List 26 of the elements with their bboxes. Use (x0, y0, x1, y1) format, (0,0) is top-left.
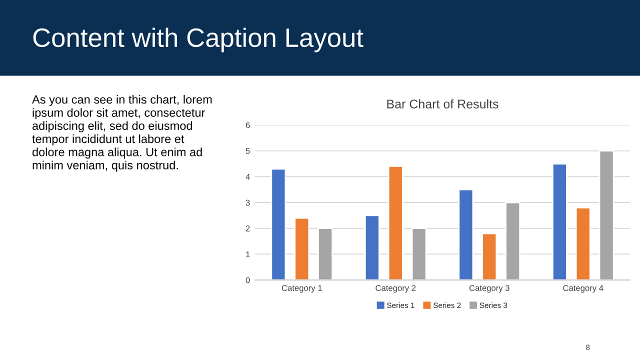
y-tick-label: 5 (246, 148, 250, 154)
bar (482, 232, 498, 280)
y-tick-label: 6 (246, 122, 250, 128)
x-tick-label: Category 1 (282, 285, 322, 293)
x-tick-label: Category 2 (376, 285, 416, 293)
bar (575, 206, 591, 280)
bar (270, 168, 286, 280)
y-tick-label: 4 (246, 174, 250, 180)
bar (388, 166, 404, 280)
y-tick-label: 1 (246, 251, 250, 258)
bar (411, 228, 427, 280)
x-tick-label: Category 3 (469, 285, 510, 293)
bar (318, 228, 334, 280)
y-tick-label: 2 (246, 226, 250, 232)
bar (505, 202, 521, 280)
bar (294, 217, 310, 280)
x-tick-label: Category 4 (563, 285, 604, 293)
text: As you can see in this chart, lorem ipsum dolor sit amet, consectetur adipiscing elit, sed do eiusmod tempor incididunt ut labore et dolore magna aliqua. Ut enim ad minim veniam, quis nostrud. (32, 95, 212, 172)
y-tick-label: 3 (246, 200, 250, 206)
chart-subtitle: Bar Chart of Results (387, 99, 498, 108)
bar (458, 188, 474, 280)
bar (364, 214, 380, 280)
bar (598, 150, 614, 280)
y-tick-label: 0 (246, 277, 250, 284)
chart-title: Content with Caption Layout (33, 28, 364, 52)
bar (552, 163, 568, 280)
